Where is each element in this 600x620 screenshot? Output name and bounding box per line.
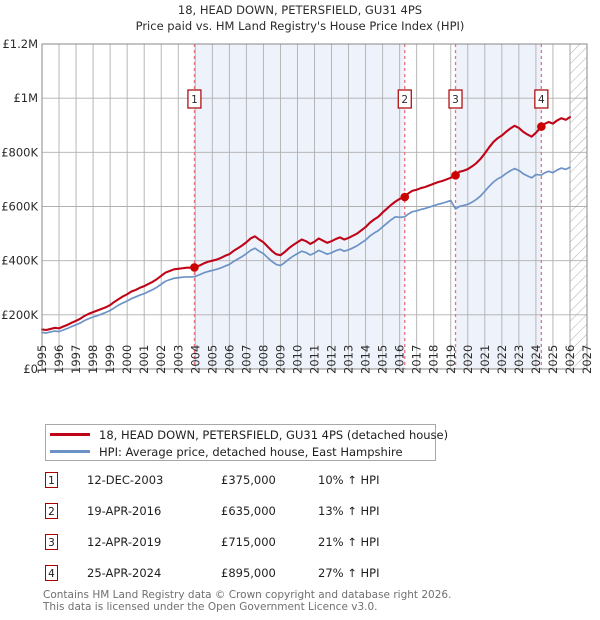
svg-text:£1M: £1M: [13, 91, 38, 105]
svg-text:2023: 2023: [512, 345, 526, 374]
svg-text:2002: 2002: [154, 345, 168, 374]
status-badge: 4: [45, 565, 58, 581]
svg-text:2000: 2000: [120, 345, 134, 374]
svg-text:2019: 2019: [444, 345, 458, 374]
page-subtitle: Price paid vs. HM Land Registry's House …: [135, 19, 465, 33]
sale-date: 19-APR-2016: [87, 504, 162, 518]
chart-sale-badges: 1 2 3 4: [187, 89, 549, 109]
svg-text:2027: 2027: [580, 345, 594, 374]
svg-text:2012: 2012: [325, 345, 339, 374]
svg-text:2009: 2009: [273, 345, 287, 374]
chart-series-lines: [40, 116, 572, 334]
svg-text:2008: 2008: [256, 345, 270, 374]
sale-hpi-delta: 13% ↑ HPI: [318, 504, 380, 518]
table-row: 4 25-APR-2024 £895,000 27% ↑ HPI: [45, 563, 465, 594]
chart-sale-markers: [190, 122, 546, 272]
svg-text:2005: 2005: [205, 345, 219, 374]
svg-text:2016: 2016: [393, 345, 407, 374]
chart-y-axis-labels: £0 £200K £400K £600K £800K £1M £1.2M: [1, 37, 38, 376]
svg-text:2010: 2010: [290, 345, 304, 374]
legend-label-hpi: HPI: Average price, detached house, East…: [99, 444, 403, 459]
footer-line-licence: This data is licensed under the Open Gov…: [43, 600, 378, 613]
svg-text:1997: 1997: [69, 345, 83, 374]
svg-text:2018: 2018: [427, 345, 441, 374]
svg-text:2021: 2021: [478, 345, 492, 374]
sale-hpi-delta: 10% ↑ HPI: [318, 473, 380, 487]
footer-attribution: Contains HM Land Registry data © Crown c…: [43, 589, 583, 613]
chart-x-axis-labels: 1995 1996 1997 1998 1999 2000 2001 2002 2003 2004…: [35, 345, 594, 374]
svg-text:£200K: £200K: [1, 308, 38, 322]
sale-price: £375,000: [221, 473, 276, 487]
table-row: 2 19-APR-2016 £635,000 13% ↑ HPI: [45, 501, 465, 532]
svg-text:2017: 2017: [410, 345, 424, 374]
legend-label-price-paid: 18, HEAD DOWN, PETERSFIELD, GU31 4PS (de…: [99, 427, 449, 442]
legend-item-price-paid: 18, HEAD DOWN, PETERSFIELD, GU31 4PS (de…: [50, 426, 448, 443]
svg-text:2004: 2004: [188, 345, 202, 374]
svg-text:£800K: £800K: [1, 145, 38, 159]
svg-text:2: 2: [401, 94, 408, 106]
page-title: 18, HEAD DOWN, PETERSFIELD, GU31 4PS: [177, 3, 423, 17]
status-badge: 1: [45, 472, 58, 488]
svg-text:3: 3: [452, 94, 459, 106]
svg-text:1998: 1998: [86, 345, 100, 374]
sale-hpi-delta: 21% ↑ HPI: [318, 535, 380, 549]
table-row: 1 12-DEC-2003 £375,000 10% ↑ HPI: [45, 470, 465, 501]
sale-price: £895,000: [221, 566, 276, 580]
svg-text:2025: 2025: [546, 345, 560, 374]
svg-text:2011: 2011: [308, 345, 322, 374]
sale-hpi-delta: 27% ↑ HPI: [318, 566, 380, 580]
legend-item-hpi: HPI: Average price, detached house, East…: [50, 443, 435, 460]
svg-text:2020: 2020: [461, 345, 475, 374]
sale-date: 12-APR-2019: [87, 535, 162, 549]
svg-text:2015: 2015: [376, 345, 390, 374]
svg-text:1996: 1996: [52, 345, 66, 374]
legend-swatch-price-paid: [50, 433, 90, 436]
svg-text:2014: 2014: [359, 345, 373, 374]
svg-text:2003: 2003: [171, 345, 185, 374]
svg-text:1: 1: [191, 94, 198, 106]
chart-frame: [41, 43, 588, 370]
sale-date: 12-DEC-2003: [87, 473, 164, 487]
svg-text:£400K: £400K: [1, 254, 38, 268]
svg-text:2001: 2001: [137, 345, 151, 374]
svg-text:4: 4: [538, 94, 545, 106]
status-badge: 3: [45, 534, 58, 550]
sales-history-table: 1 12-DEC-2003 £375,000 10% ↑ HPI 2 19-APR-201…: [45, 470, 465, 594]
svg-text:1995: 1995: [35, 345, 49, 374]
chart-title-block: 18, HEAD DOWN, PETERSFIELD, GU31 4PS Pri…: [0, 2, 600, 34]
svg-text:1999: 1999: [103, 345, 117, 374]
svg-text:£0: £0: [23, 362, 38, 376]
svg-text:2022: 2022: [495, 345, 509, 374]
chart-legend: 18, HEAD DOWN, PETERSFIELD, GU31 4PS (de…: [45, 424, 448, 461]
sale-date: 25-APR-2024: [87, 566, 162, 580]
table-row: 3 12-APR-2019 £715,000 21% ↑ HPI: [45, 532, 465, 563]
status-badge: 2: [45, 503, 58, 519]
svg-text:£1.2M: £1.2M: [2, 37, 38, 51]
sale-price: £635,000: [221, 504, 276, 518]
footer-line-copyright: Contains HM Land Registry data © Crown c…: [43, 589, 452, 601]
svg-text:£600K: £600K: [1, 200, 38, 214]
sale-price: £715,000: [221, 535, 276, 549]
legend-swatch-hpi: [50, 450, 90, 453]
svg-text:2006: 2006: [222, 345, 236, 374]
svg-text:2013: 2013: [342, 345, 356, 374]
svg-text:2024: 2024: [529, 345, 543, 374]
svg-text:2026: 2026: [563, 345, 577, 374]
svg-text:2007: 2007: [239, 345, 253, 374]
